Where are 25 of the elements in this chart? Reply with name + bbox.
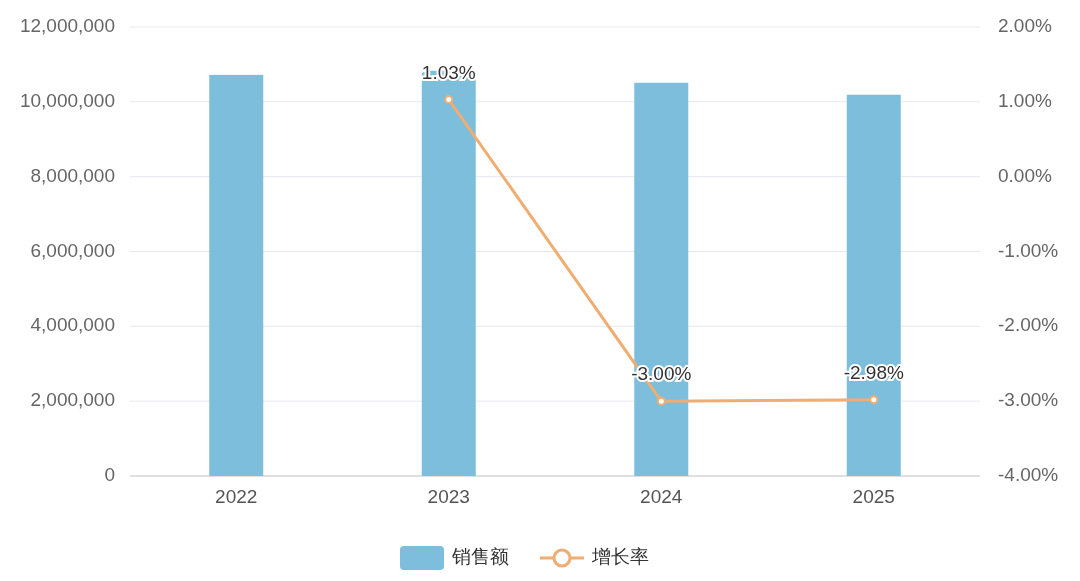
y2-tick-label: -1.00% (998, 239, 1059, 261)
y2-tick-label: -3.00% (998, 389, 1059, 411)
x-tick-label: 2025 (852, 486, 895, 508)
y2-tick-label: 1.00% (998, 89, 1052, 111)
bar (209, 74, 264, 476)
point (869, 395, 879, 405)
y2-tick-label: 2.00% (998, 15, 1052, 37)
y2-tick-label: -4.00% (998, 464, 1059, 486)
y2-tick-label: -2.00% (998, 314, 1059, 336)
x-tick-label: 2023 (427, 486, 470, 508)
x-tick-label: 2024 (640, 486, 683, 508)
y-tick-label: 8,000,000 (30, 164, 115, 186)
legend-label: 增长率 (591, 546, 649, 568)
y-tick-label: 0 (104, 464, 115, 486)
y-tick-label: 4,000,000 (30, 314, 115, 336)
y2-tick-label: 0.00% (998, 164, 1052, 186)
point (444, 95, 454, 105)
bar (634, 82, 689, 476)
point (656, 396, 666, 406)
x-tick-label: 2022 (215, 486, 258, 508)
y-tick-label: 2,000,000 (30, 389, 115, 411)
y-tick-label: 10,000,000 (19, 89, 115, 111)
y-tick-label: 12,000,000 (19, 15, 115, 37)
legend-label: 销售额 (451, 546, 509, 568)
y-tick-label: 6,000,000 (30, 239, 115, 261)
